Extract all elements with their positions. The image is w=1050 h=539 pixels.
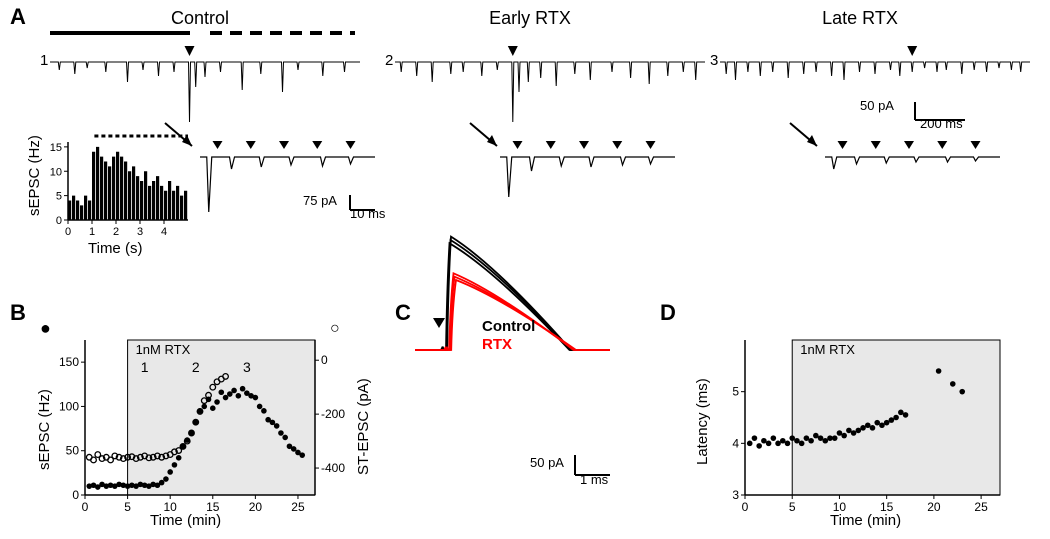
panel-b-label: B <box>10 300 26 326</box>
svg-text:3: 3 <box>243 359 251 375</box>
svg-text:0: 0 <box>82 500 89 514</box>
inset-scalebar-y: 75 pA <box>303 193 337 208</box>
legend-control: Control <box>482 318 535 335</box>
inset-late-rtx <box>825 145 1010 220</box>
svg-text:3: 3 <box>732 488 739 502</box>
trace-num-3: 3 <box>710 52 718 69</box>
panelC-scalebar-y: 50 pA <box>530 455 564 470</box>
panelD-ylabel: Latency (ms) <box>694 378 711 465</box>
panel-b-chart: 1nM RTX1230501001500-200-4000510152025 <box>45 315 345 525</box>
legend-rtx: RTX <box>482 336 512 353</box>
svg-text:0: 0 <box>56 215 62 227</box>
col2-title: Early RTX <box>430 8 630 29</box>
inset-early-rtx <box>500 145 685 220</box>
panel-d-label: D <box>660 300 676 326</box>
main-scalebar-x: 200 ms <box>920 116 963 131</box>
svg-text:1: 1 <box>89 226 95 238</box>
trace-num-2: 2 <box>385 52 393 69</box>
svg-text:1: 1 <box>141 359 149 375</box>
svg-text:25: 25 <box>974 500 988 514</box>
panel-a-label: A <box>10 4 26 30</box>
panelB-ylabel-right: ST-EPSC (pA) <box>355 378 372 475</box>
panelD-xlabel: Time (min) <box>830 512 901 529</box>
svg-text:50: 50 <box>66 444 80 458</box>
svg-text:1nM RTX: 1nM RTX <box>800 342 855 357</box>
svg-text:10: 10 <box>50 166 62 178</box>
inset-scalebar-x: 10 ms <box>350 206 385 221</box>
sepsc-histogram: 0 5 10 15 0 1 2 3 4 <box>38 130 198 240</box>
svg-text:3: 3 <box>137 226 143 238</box>
svg-text:0: 0 <box>742 500 749 514</box>
svg-text:0: 0 <box>65 226 71 238</box>
trace-num-1: 1 <box>40 52 48 69</box>
svg-text:2: 2 <box>192 359 200 375</box>
trace-early-rtx <box>395 52 705 122</box>
hist-xlabel: Time (s) <box>88 240 142 257</box>
svg-text:5: 5 <box>56 191 62 203</box>
svg-text:0: 0 <box>321 353 328 367</box>
svg-text:2: 2 <box>113 226 119 238</box>
trace-control <box>50 52 360 122</box>
arrow-2 <box>465 118 505 154</box>
control-period-bars <box>50 30 360 40</box>
panelB-left-marker: ● <box>40 318 51 339</box>
col1-title: Control <box>100 8 300 29</box>
svg-text:4: 4 <box>732 436 739 450</box>
svg-text:20: 20 <box>927 500 941 514</box>
svg-text:25: 25 <box>291 500 305 514</box>
hist-ylabel: sEPSC (Hz) <box>26 135 43 216</box>
svg-text:15: 15 <box>50 142 62 154</box>
panel-c-label: C <box>395 300 411 326</box>
panelC-scalebar-x: 1 ms <box>580 472 608 487</box>
svg-text:5: 5 <box>732 385 739 399</box>
svg-text:100: 100 <box>59 399 79 413</box>
svg-text:4: 4 <box>161 226 167 238</box>
col3-title: Late RTX <box>760 8 960 29</box>
panelB-xlabel: Time (min) <box>150 512 221 529</box>
svg-text:150: 150 <box>59 355 79 369</box>
svg-text:-200: -200 <box>321 407 345 421</box>
panel-d-chart: 1nM RTX3450510152025 <box>700 315 1020 525</box>
svg-text:5: 5 <box>124 500 131 514</box>
svg-text:5: 5 <box>789 500 796 514</box>
svg-text:0: 0 <box>72 488 79 502</box>
svg-text:1nM RTX: 1nM RTX <box>136 342 191 357</box>
svg-text:-400: -400 <box>321 461 345 475</box>
svg-text:20: 20 <box>249 500 263 514</box>
arrow-3 <box>785 118 825 154</box>
panelB-ylabel-left: sEPSC (Hz) <box>36 389 53 470</box>
panelB-right-marker: ○ <box>330 320 340 338</box>
main-scalebar-y: 50 pA <box>860 98 894 113</box>
